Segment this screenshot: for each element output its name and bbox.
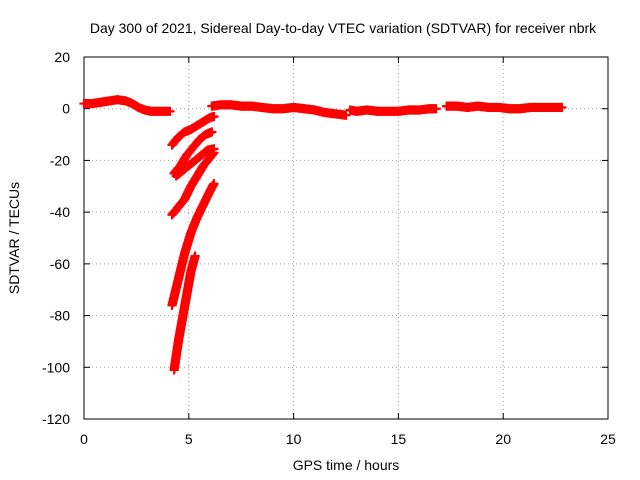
data-point	[557, 102, 567, 113]
data-point	[209, 111, 219, 122]
data-point	[209, 179, 219, 189]
y-tick-label: -40	[50, 204, 70, 220]
data-series-arc-6	[169, 127, 217, 178]
data-series-arc-3	[345, 104, 441, 116]
y-tick-label: 20	[54, 49, 70, 65]
data-series-arc-9	[167, 179, 219, 310]
grid-lines	[84, 57, 608, 419]
x-tick-label: 10	[286, 431, 302, 447]
axis-ticks	[83, 56, 609, 420]
data-series-arc-7	[171, 144, 219, 181]
y-tick-label: -60	[50, 256, 70, 272]
y-tick-label: 0	[62, 101, 70, 117]
y-tick-labels: 20 0 -20 -40 -60 -80 -100 -120	[42, 49, 70, 427]
x-tick-label: 0	[80, 431, 88, 447]
chart-title: Day 300 of 2021, Sidereal Day-to-day VTE…	[90, 20, 597, 36]
data-point	[207, 127, 217, 137]
data-series-arc-10	[169, 251, 200, 375]
x-tick-label: 15	[391, 431, 407, 447]
y-tick-label: -80	[50, 308, 70, 324]
data-series-arc-2	[207, 100, 351, 120]
x-axis-label: GPS time / hours	[293, 457, 400, 473]
data-point	[165, 106, 175, 116]
data-point	[431, 104, 441, 114]
x-tick-label: 5	[185, 431, 193, 447]
data-series-arc-5	[167, 111, 219, 150]
data-point	[209, 148, 219, 158]
data-point	[190, 251, 200, 261]
data-series-arc-4	[442, 101, 567, 114]
x-tick-label: 25	[600, 431, 616, 447]
data-series-arc-1	[79, 95, 175, 116]
data-point	[341, 110, 351, 120]
y-axis-label: SDTVAR / TECUs	[6, 182, 22, 294]
y-tick-label: -20	[50, 152, 70, 168]
data-points	[79, 95, 567, 375]
x-tick-label: 20	[495, 431, 511, 447]
x-tick-labels: 0 5 10 15 20 25	[80, 431, 616, 447]
y-tick-label: -120	[42, 411, 70, 427]
plot-frame	[83, 56, 609, 420]
y-tick-label: -100	[42, 359, 70, 375]
data-series-arc-8	[167, 148, 219, 220]
